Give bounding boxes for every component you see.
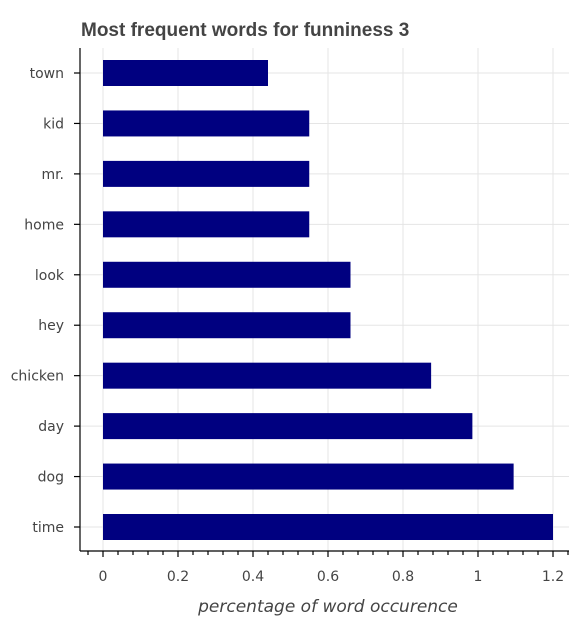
x-tick-label: 1 xyxy=(474,569,483,585)
x-tick-label: 1.2 xyxy=(542,569,564,585)
bar-chicken xyxy=(103,363,431,389)
bar-dog xyxy=(103,464,514,490)
x-tick-label: 0.6 xyxy=(317,569,339,585)
bar-home xyxy=(103,211,309,237)
y-tick-label: time xyxy=(32,520,64,536)
y-tick-label: town xyxy=(30,66,64,82)
y-ticks: town kid mr. home look hey chicken day dog time xyxy=(11,66,80,536)
bar-kid xyxy=(103,110,309,136)
bar-time xyxy=(103,514,553,540)
bar-day xyxy=(103,413,472,439)
y-tick-label: home xyxy=(24,217,64,233)
bar-look xyxy=(103,262,351,288)
y-tick-label: dog xyxy=(38,470,64,486)
bar-mr. xyxy=(103,161,309,187)
x-tick-label: 0.8 xyxy=(392,569,414,585)
x-axis-label: percentage of word occurence xyxy=(197,597,458,617)
y-tick-label: chicken xyxy=(11,369,64,385)
x-ticks: 0 0.2 0.4 0.6 0.8 1 1.2 xyxy=(88,551,568,585)
x-tick-label: 0.4 xyxy=(242,569,264,585)
y-tick-label: look xyxy=(35,268,65,284)
y-tick-label: mr. xyxy=(41,167,64,183)
bar-town xyxy=(103,60,268,86)
y-tick-label: day xyxy=(38,419,64,435)
bar-hey xyxy=(103,312,351,338)
chart-title: Most frequent words for funniness 3 xyxy=(81,20,409,41)
y-tick-label: hey xyxy=(38,318,64,334)
x-tick-label: 0.2 xyxy=(167,569,189,585)
x-tick-label: 0 xyxy=(99,569,108,585)
y-tick-label: kid xyxy=(43,116,64,132)
